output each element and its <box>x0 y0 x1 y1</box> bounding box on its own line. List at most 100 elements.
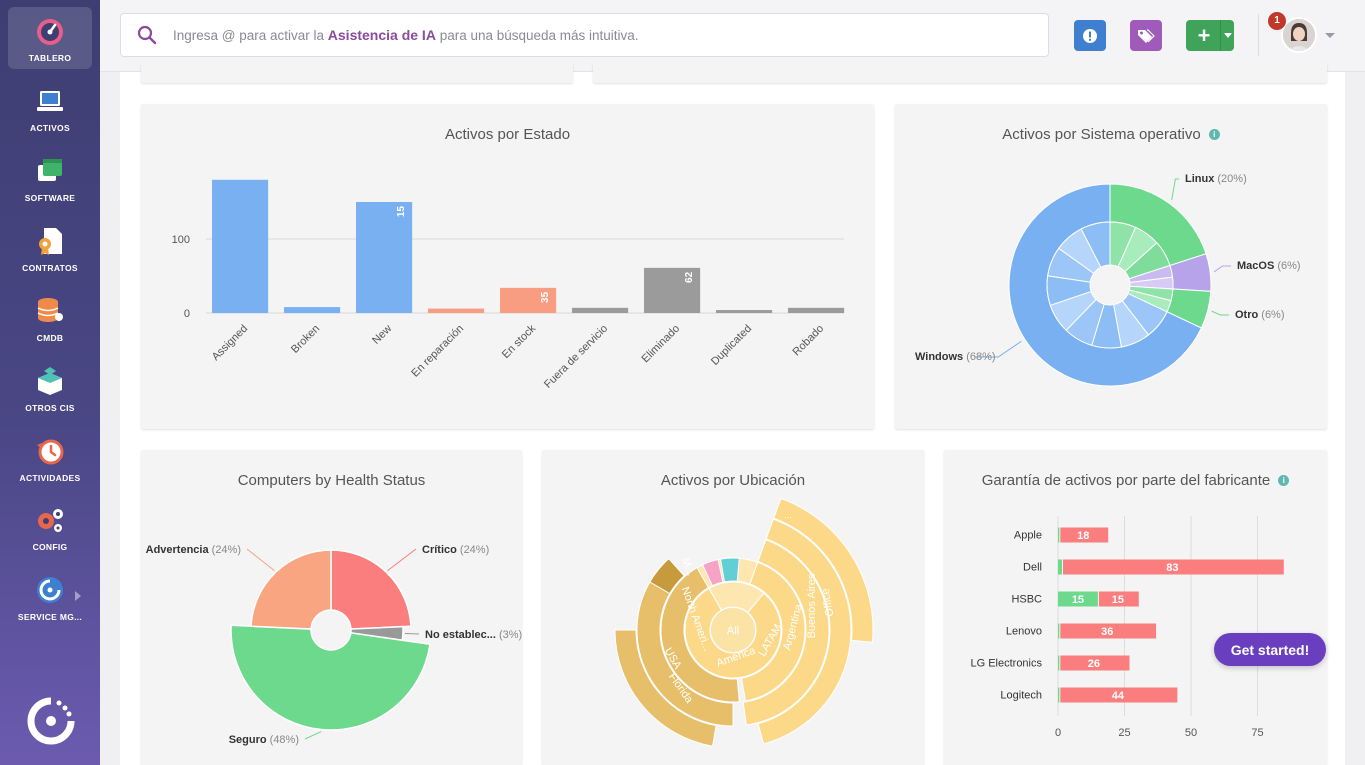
bar-value-label: 35 <box>540 291 551 303</box>
sunburst-root <box>711 608 755 652</box>
label-leader-line <box>1211 310 1229 316</box>
slice-label-name: Windows <box>915 351 966 363</box>
y-tick-label: 0 <box>184 308 190 320</box>
slice-label: Linux (20%) <box>1185 173 1247 185</box>
x-tick-label: Broken <box>289 323 322 356</box>
get-started-button[interactable]: Get started! <box>1214 633 1326 666</box>
bar-value-label: 18 <box>1077 530 1089 542</box>
nav-label: CONFIG <box>32 542 68 552</box>
slice-label-name: No establec... <box>425 629 499 641</box>
pie-chart-health: Crítico (24%) No establec... (3%) Seguro (… <box>146 544 522 746</box>
nav-label: ACTIVOS <box>30 123 70 133</box>
bar-segment <box>1058 591 1098 607</box>
x-tick-label: Eliminado <box>640 323 683 366</box>
slice-label-pct: (24%) <box>460 544 489 556</box>
sunburst-label: ... <box>784 510 792 520</box>
chevron-down-icon[interactable] <box>1220 20 1234 51</box>
database-icon <box>37 298 63 322</box>
y-tick-label: Lenovo <box>1006 626 1042 638</box>
search-placeholder: Ingresa @ para activar la Asistencia de … <box>173 27 639 43</box>
nav-cmdb[interactable]: CMDB <box>8 287 92 349</box>
plus-icon: + <box>1197 22 1211 48</box>
y-tick-label: HSBC <box>1011 594 1042 606</box>
chevron-right-icon[interactable] <box>75 591 81 601</box>
user-avatar-icon <box>1283 19 1315 51</box>
slice-label: MacOS (6%) <box>1237 260 1301 272</box>
bar-value-label: 15 <box>1112 594 1124 606</box>
tag-button[interactable] <box>1130 20 1162 51</box>
x-tick-label: Duplicated <box>709 323 754 368</box>
bar-segment <box>1062 559 1284 575</box>
x-tick-label: 50 <box>1185 727 1197 739</box>
y-tick-label: 100 <box>172 234 190 246</box>
x-tick-label: En stock <box>500 322 539 361</box>
bar-segment <box>1058 687 1060 703</box>
nav-otros-cis[interactable]: OTROS CIS <box>8 357 92 419</box>
bar <box>356 202 413 313</box>
box-icon <box>38 367 62 395</box>
sunburst-root-label: All <box>727 625 739 637</box>
avatar[interactable] <box>1281 17 1317 53</box>
slice-label: Otro (6%) <box>1235 309 1285 321</box>
slice-label: Seguro (48%) <box>229 734 299 746</box>
sunburst-segment <box>773 497 874 643</box>
bar-value-label: 15 <box>396 206 407 218</box>
y-tick-label: Dell <box>1023 562 1042 574</box>
divider <box>1258 14 1259 56</box>
info-icon[interactable]: i <box>1278 475 1290 486</box>
bar <box>500 287 557 313</box>
slice-label: No establec... (3%) <box>425 629 522 641</box>
chevron-down-icon[interactable] <box>1325 33 1335 38</box>
nav-service-mg[interactable]: SERVICE MG... <box>8 566 92 628</box>
bar <box>284 307 341 313</box>
slice-label: Advertencia (24%) <box>146 544 241 556</box>
slice-label-pct: (48%) <box>270 734 299 746</box>
bar-segment <box>1060 655 1130 671</box>
sunburst-segment <box>757 518 852 745</box>
slice-label-pct: (6%) <box>1261 309 1284 321</box>
card-title: Computers by Health Status <box>237 472 426 489</box>
notification-badge: 1 <box>1268 12 1286 30</box>
dashboard-card-partial <box>141 62 573 83</box>
nav-label: TABLERO <box>28 53 72 63</box>
bar <box>572 307 629 313</box>
nav-config[interactable]: CONFIG <box>8 496 92 558</box>
y-tick-label: Logitech <box>1000 690 1042 702</box>
sunburst-segment <box>684 587 782 679</box>
nav-software[interactable]: SOFTWARE <box>8 147 92 209</box>
bar <box>428 308 485 313</box>
x-tick-label: 0 <box>1055 727 1061 739</box>
software-icon <box>38 159 62 181</box>
alert-icon <box>1083 28 1097 43</box>
search-input[interactable]: Ingresa @ para activar la Asistencia de … <box>120 13 1049 57</box>
nav-label: OTROS CIS <box>25 403 75 413</box>
brand-logo-icon <box>27 697 75 745</box>
label-leader-line <box>1171 178 1179 201</box>
sunburst-segment <box>649 557 685 595</box>
y-tick-label: Apple <box>1014 530 1042 542</box>
bar <box>788 307 845 313</box>
bar-segment <box>1060 687 1178 703</box>
hbar-chart-garantia: 0 25 50 75 Apple 18 Dell 83 HSBC 15 15 Lenovo 36 LG E… <box>970 516 1284 739</box>
nav-activos[interactable]: ACTIVOS <box>8 77 92 139</box>
slice-label-pct: (68%) <box>966 351 995 363</box>
nav-label: ACTIVIDADES <box>19 473 81 483</box>
label-leader-line <box>975 340 1022 358</box>
nav-label: SERVICE MG... <box>17 612 83 622</box>
nav-actividades[interactable]: ACTIVIDADES <box>8 427 92 489</box>
bar <box>644 267 701 313</box>
nav-contratos[interactable]: CONTRATOS <box>8 217 92 279</box>
bar-value-label: 44 <box>1112 690 1125 702</box>
add-button[interactable]: + <box>1186 20 1234 51</box>
pie-slice <box>230 624 431 731</box>
bar-value-label: 83 <box>1166 562 1178 574</box>
x-tick-label: 25 <box>1118 727 1130 739</box>
bar-chart-estado: 0 100 Assigned Broken 15 New En reparación 35 En… <box>172 179 845 391</box>
sidebar: TABLERO ACTIVOS SOFTWARE CONTRATOS <box>0 0 100 765</box>
topbar: Ingresa @ para activar la Asistencia de … <box>100 0 1365 72</box>
nav-tablero[interactable]: TABLERO <box>8 7 92 69</box>
alert-button[interactable] <box>1074 20 1106 51</box>
info-icon[interactable]: i <box>1208 129 1220 140</box>
sunburst-segment <box>742 539 830 726</box>
